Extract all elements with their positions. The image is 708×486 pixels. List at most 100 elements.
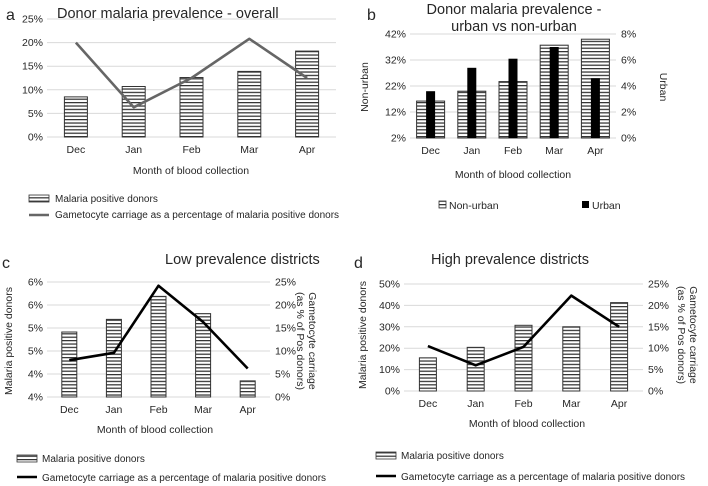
- y2-tick-label: 5%: [648, 364, 663, 376]
- panel-a: a Donor malaria prevalence - overall 0% 5…: [6, 6, 339, 221]
- legend-label-bars: Malaria positive donors: [401, 451, 504, 462]
- panel-b-title-line2: urban vs non-urban: [451, 19, 577, 35]
- y2-tick-label: 4%: [621, 81, 636, 93]
- y-tick-label: 22%: [385, 81, 406, 93]
- y-tick-label: 15%: [22, 61, 43, 73]
- y-tick-label: 4%: [28, 392, 43, 404]
- panel-b-legend: Non-urban Urban: [438, 200, 621, 212]
- y2-tick-label: 6%: [621, 55, 636, 67]
- x-tick-label: Jan: [467, 398, 484, 410]
- panel-b-y2-ticks: 0% 2% 4% 6% 8%: [621, 29, 636, 145]
- legend-swatch-bars: [16, 454, 38, 463]
- panel-a-title: Donor malaria prevalence - overall: [57, 6, 279, 22]
- y2-tick-label: 20%: [275, 300, 296, 312]
- x-tick-label: Apr: [299, 144, 316, 156]
- legend-label-bars: Malaria positive donors: [55, 194, 158, 205]
- panel-c-bars: [61, 295, 256, 398]
- bar: [239, 380, 256, 398]
- urban-bar: [426, 91, 436, 138]
- bar: [295, 50, 320, 138]
- panel-c-label: c: [2, 255, 10, 272]
- y-tick-label: 4%: [28, 369, 43, 381]
- urban-bar: [590, 78, 600, 138]
- x-tick-label: Jan: [463, 145, 480, 157]
- panel-d-y2-title: Gametocyte carriage: [687, 286, 699, 384]
- bar: [195, 313, 212, 398]
- x-tick-label: Mar: [545, 145, 564, 157]
- panel-d-x-title: Month of blood collection: [469, 418, 585, 430]
- y-tick-label: 32%: [385, 55, 406, 67]
- bar: [237, 70, 262, 138]
- panel-d-bars: [418, 302, 629, 392]
- x-tick-label: Mar: [562, 398, 581, 410]
- panel-d-legend: Malaria positive donors Gametocyte carri…: [375, 451, 685, 483]
- panel-b-y-title: Non-urban: [359, 62, 371, 112]
- panel-d-y2-ticks: 0% 5% 10% 15% 20% 25%: [648, 279, 669, 398]
- y-tick-label: 5%: [28, 323, 43, 335]
- panel-b-y2-title: Urban: [657, 73, 669, 102]
- bar: [150, 295, 167, 398]
- bar: [514, 324, 533, 392]
- panel-d: d High prevalence districts 0% 10% 20% 30% 4…: [354, 252, 699, 483]
- panel-a-y-ticks: 0% 5% 10% 15% 20% 25%: [22, 14, 43, 144]
- x-tick-label: Jan: [105, 404, 122, 416]
- y2-tick-label: 20%: [648, 300, 669, 312]
- bar: [105, 318, 122, 398]
- panel-c-x-title: Month of blood collection: [97, 424, 213, 436]
- y-tick-label: 5%: [28, 108, 43, 120]
- legend-label-line: Gametocyte carriage as a percentage of m…: [55, 210, 339, 221]
- bar: [610, 302, 629, 392]
- urban-bar: [467, 67, 477, 138]
- panel-c-title: Low prevalence districts: [165, 252, 320, 268]
- legend-label-non-urban: Non-urban: [449, 200, 499, 212]
- panel-a-bars: [63, 50, 320, 138]
- panel-a-gametocyte-line: [74, 37, 308, 109]
- bar: [63, 96, 88, 138]
- legend-label-urban: Urban: [592, 200, 621, 212]
- y-tick-label: 20%: [379, 343, 400, 355]
- legend-swatch-bars: [375, 451, 397, 460]
- panel-a-x-ticks: Dec Jan Feb Mar Apr: [67, 144, 316, 156]
- legend-swatch-bars: [28, 194, 50, 203]
- x-tick-label: Dec: [60, 404, 79, 416]
- bar: [179, 77, 204, 138]
- panel-d-y2-title-line2: (as % of Pos donors): [675, 286, 687, 384]
- urban-bar: [549, 47, 559, 138]
- x-tick-label: Jan: [125, 144, 142, 156]
- panel-c-y2-title: Gametocyte carriage: [306, 292, 318, 390]
- panel-a-label: a: [6, 7, 15, 24]
- y2-tick-label: 2%: [621, 107, 636, 119]
- panel-b-y-ticks: 2% 12% 22% 32% 42%: [385, 29, 406, 145]
- y-tick-label: 2%: [391, 133, 406, 145]
- panel-c-legend: Malaria positive donors Gametocyte carri…: [16, 454, 326, 484]
- x-tick-label: Mar: [240, 144, 259, 156]
- y-tick-label: 6%: [28, 277, 43, 289]
- panel-c-y2-ticks: 0% 5% 10% 15% 20% 25%: [275, 277, 296, 404]
- x-tick-label: Dec: [421, 145, 440, 157]
- y2-tick-label: 15%: [648, 321, 669, 333]
- y-tick-label: 0%: [385, 386, 400, 398]
- y2-tick-label: 15%: [275, 323, 296, 335]
- bar: [61, 331, 78, 398]
- panel-b-title: Donor malaria prevalence -: [427, 2, 602, 18]
- y2-tick-label: 0%: [621, 133, 636, 145]
- panel-c-y-ticks: 4% 4% 5% 5% 6% 6%: [28, 277, 43, 404]
- panel-d-gametocyte-line: [427, 294, 620, 367]
- y-tick-label: 40%: [379, 300, 400, 312]
- x-tick-label: Feb: [149, 404, 167, 416]
- legend-swatch-non-urban: [438, 200, 447, 209]
- panel-c-y2-title-line2: (as % of Pos donors): [294, 292, 306, 390]
- x-tick-label: Dec: [67, 144, 86, 156]
- y2-tick-label: 25%: [275, 277, 296, 289]
- y-tick-label: 6%: [28, 300, 43, 312]
- urban-bar: [508, 58, 518, 139]
- y2-tick-label: 0%: [648, 386, 663, 398]
- panel-d-x-ticks: Dec Jan Feb Mar Apr: [419, 398, 628, 410]
- y2-tick-label: 8%: [621, 29, 636, 41]
- y2-tick-label: 10%: [648, 343, 669, 355]
- panel-c-gametocyte-line: [69, 284, 249, 370]
- panel-c-x-ticks: Dec Jan Feb Mar Apr: [60, 404, 256, 416]
- panel-d-title: High prevalence districts: [431, 252, 589, 268]
- y-tick-label: 10%: [379, 364, 400, 376]
